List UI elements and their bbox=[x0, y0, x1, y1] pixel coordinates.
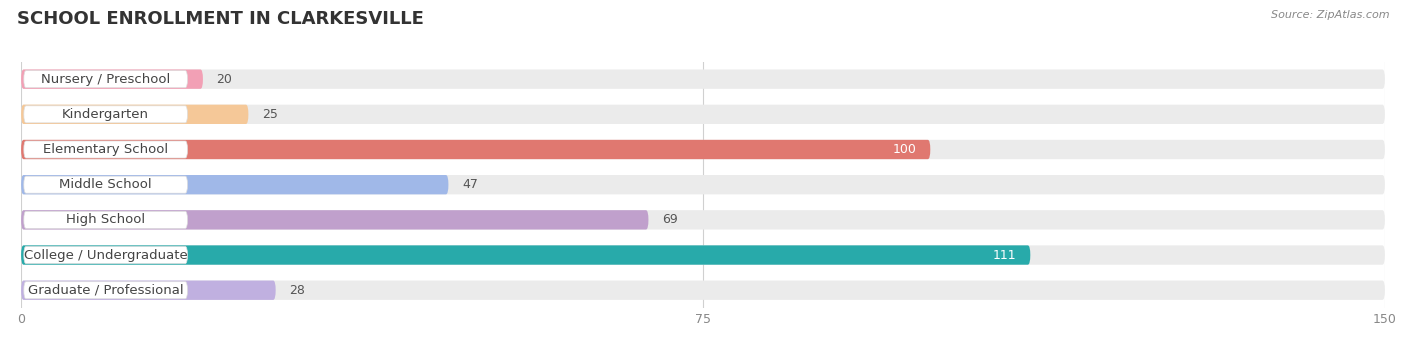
FancyBboxPatch shape bbox=[24, 176, 187, 193]
FancyBboxPatch shape bbox=[21, 175, 449, 194]
Text: 111: 111 bbox=[993, 249, 1017, 262]
FancyBboxPatch shape bbox=[21, 280, 1385, 300]
Text: 69: 69 bbox=[662, 213, 678, 226]
Text: 25: 25 bbox=[262, 108, 278, 121]
FancyBboxPatch shape bbox=[21, 210, 648, 229]
FancyBboxPatch shape bbox=[24, 247, 187, 264]
Text: 28: 28 bbox=[290, 284, 305, 297]
FancyBboxPatch shape bbox=[21, 69, 1385, 89]
FancyBboxPatch shape bbox=[24, 71, 187, 88]
Text: Source: ZipAtlas.com: Source: ZipAtlas.com bbox=[1271, 10, 1389, 20]
Text: Middle School: Middle School bbox=[59, 178, 152, 191]
FancyBboxPatch shape bbox=[21, 105, 1385, 124]
FancyBboxPatch shape bbox=[21, 280, 276, 300]
FancyBboxPatch shape bbox=[21, 105, 249, 124]
FancyBboxPatch shape bbox=[24, 282, 187, 299]
Text: College / Undergraduate: College / Undergraduate bbox=[24, 249, 187, 262]
FancyBboxPatch shape bbox=[21, 245, 1031, 265]
FancyBboxPatch shape bbox=[21, 210, 1385, 229]
Text: SCHOOL ENROLLMENT IN CLARKESVILLE: SCHOOL ENROLLMENT IN CLARKESVILLE bbox=[17, 10, 423, 28]
FancyBboxPatch shape bbox=[21, 140, 1385, 159]
FancyBboxPatch shape bbox=[24, 211, 187, 228]
FancyBboxPatch shape bbox=[21, 69, 202, 89]
FancyBboxPatch shape bbox=[24, 106, 187, 123]
Text: Nursery / Preschool: Nursery / Preschool bbox=[41, 73, 170, 86]
Text: Graduate / Professional: Graduate / Professional bbox=[28, 284, 183, 297]
Text: Kindergarten: Kindergarten bbox=[62, 108, 149, 121]
Text: High School: High School bbox=[66, 213, 145, 226]
Text: 100: 100 bbox=[893, 143, 917, 156]
FancyBboxPatch shape bbox=[24, 141, 187, 158]
Text: 47: 47 bbox=[463, 178, 478, 191]
FancyBboxPatch shape bbox=[21, 245, 1385, 265]
FancyBboxPatch shape bbox=[21, 140, 931, 159]
FancyBboxPatch shape bbox=[21, 175, 1385, 194]
Text: Elementary School: Elementary School bbox=[44, 143, 169, 156]
Text: 20: 20 bbox=[217, 73, 232, 86]
